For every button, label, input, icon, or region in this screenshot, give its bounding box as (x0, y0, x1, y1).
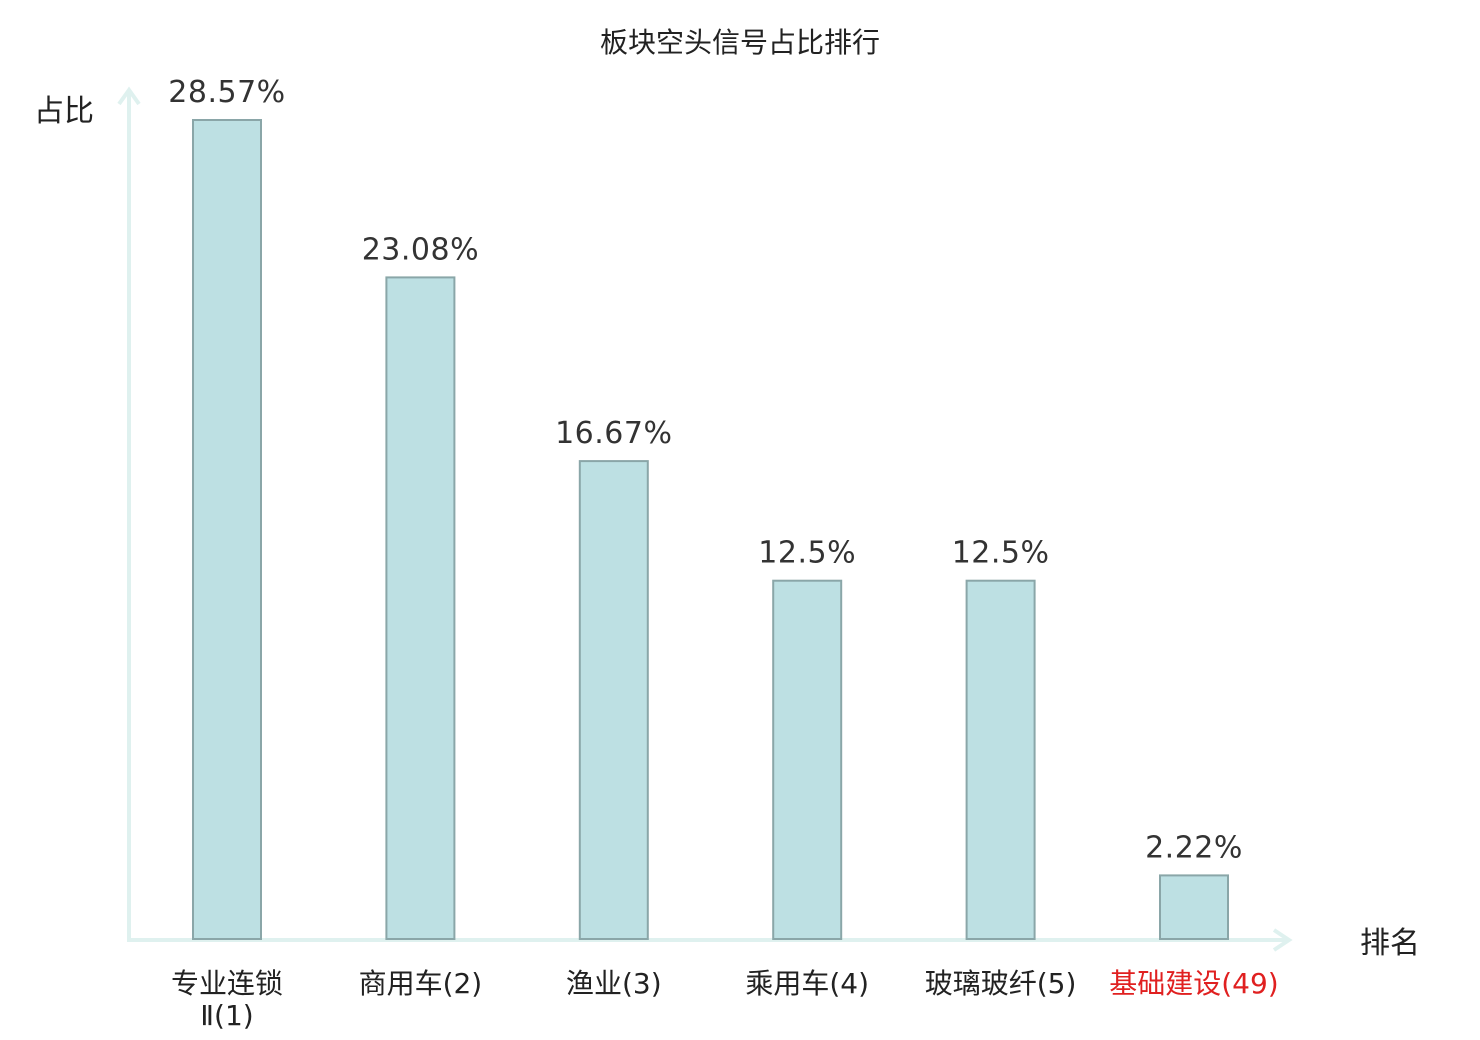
category-labels: 专业连锁 Ⅱ(1) 商用车(2) 渔业(3) 乘用车(4) 玻璃玻纤(5) 基础建设(49) (171, 967, 1279, 1032)
axes (117, 86, 1293, 952)
y-axis-arrow (117, 86, 141, 106)
bar-5 (965, 579, 1036, 940)
category-label-line: 商用车(2) (359, 967, 483, 1000)
x-axis-title: 排名 (1360, 926, 1420, 961)
bars (192, 119, 1229, 941)
value-label-5: 12.5% (952, 536, 1050, 571)
bar-3 (578, 460, 649, 940)
category-label-2: 商用车(2) (359, 967, 483, 1000)
value-labels: 28.57% 23.08% 16.67% 12.5% 12.5% 2.22% (168, 75, 1243, 865)
bar-4 (772, 579, 843, 940)
category-label-6: 基础建设(49) (1109, 967, 1278, 1000)
bar-1 (192, 119, 262, 940)
category-label-line: Ⅱ(1) (200, 999, 253, 1032)
category-label-1: 专业连锁 Ⅱ(1) (171, 967, 283, 1032)
bar-2 (385, 276, 456, 940)
value-label-6: 2.22% (1145, 830, 1243, 865)
value-label-4: 12.5% (758, 536, 856, 571)
value-label-1: 28.57% (168, 75, 285, 110)
chart-title: 板块空头信号占比排行 (600, 26, 880, 59)
category-label-5: 玻璃玻纤(5) (925, 967, 1077, 1000)
category-label-line: 基础建设(49) (1109, 967, 1278, 1000)
bar-6 (1159, 874, 1229, 941)
category-label-4: 乘用车(4) (745, 967, 869, 1000)
value-label-3: 16.67% (555, 416, 672, 451)
category-label-3: 渔业(3) (566, 967, 662, 1000)
category-label-line: 专业连锁 (171, 967, 283, 1000)
category-label-line: 渔业(3) (566, 967, 662, 1000)
category-label-line: 乘用车(4) (745, 967, 869, 1000)
value-label-2: 23.08% (362, 232, 479, 267)
x-axis-arrow (1272, 928, 1293, 952)
category-label-line: 玻璃玻纤(5) (925, 967, 1077, 1000)
y-axis-title: 占比 (34, 94, 94, 129)
